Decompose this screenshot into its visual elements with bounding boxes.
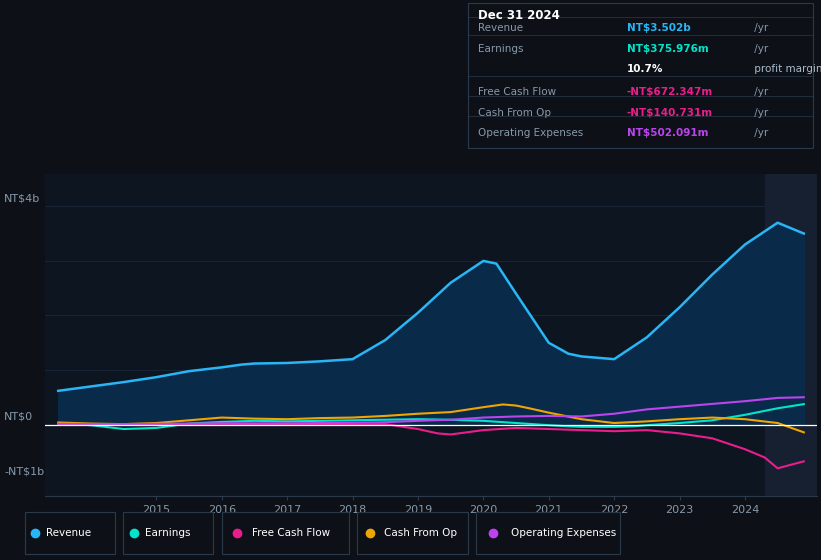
Text: Earnings: Earnings: [479, 44, 524, 54]
Text: Operating Expenses: Operating Expenses: [479, 128, 584, 138]
Text: Operating Expenses: Operating Expenses: [511, 529, 616, 538]
Text: /yr: /yr: [750, 128, 768, 138]
Text: Revenue: Revenue: [46, 529, 91, 538]
Bar: [764, 174, 821, 496]
Text: -NT$1b: -NT$1b: [4, 466, 44, 477]
Text: -NT$140.731m: -NT$140.731m: [626, 108, 713, 118]
Text: Free Cash Flow: Free Cash Flow: [252, 529, 330, 538]
Text: 10.7%: 10.7%: [626, 64, 663, 74]
Text: /yr: /yr: [750, 44, 768, 54]
Text: Dec 31 2024: Dec 31 2024: [479, 8, 560, 22]
Text: /yr: /yr: [750, 23, 768, 33]
Text: Cash From Op: Cash From Op: [479, 108, 552, 118]
Text: /yr: /yr: [750, 108, 768, 118]
Text: -NT$672.347m: -NT$672.347m: [626, 87, 713, 97]
Text: profit margin: profit margin: [750, 64, 821, 74]
Text: Earnings: Earnings: [144, 529, 190, 538]
Text: Cash From Op: Cash From Op: [383, 529, 456, 538]
Text: NT$0: NT$0: [4, 412, 33, 422]
Text: NT$4b: NT$4b: [4, 194, 40, 203]
Text: NT$3.502b: NT$3.502b: [626, 23, 690, 33]
Text: /yr: /yr: [750, 87, 768, 97]
Text: NT$375.976m: NT$375.976m: [626, 44, 709, 54]
Text: NT$502.091m: NT$502.091m: [626, 128, 708, 138]
Text: Free Cash Flow: Free Cash Flow: [479, 87, 557, 97]
Text: Revenue: Revenue: [479, 23, 524, 33]
